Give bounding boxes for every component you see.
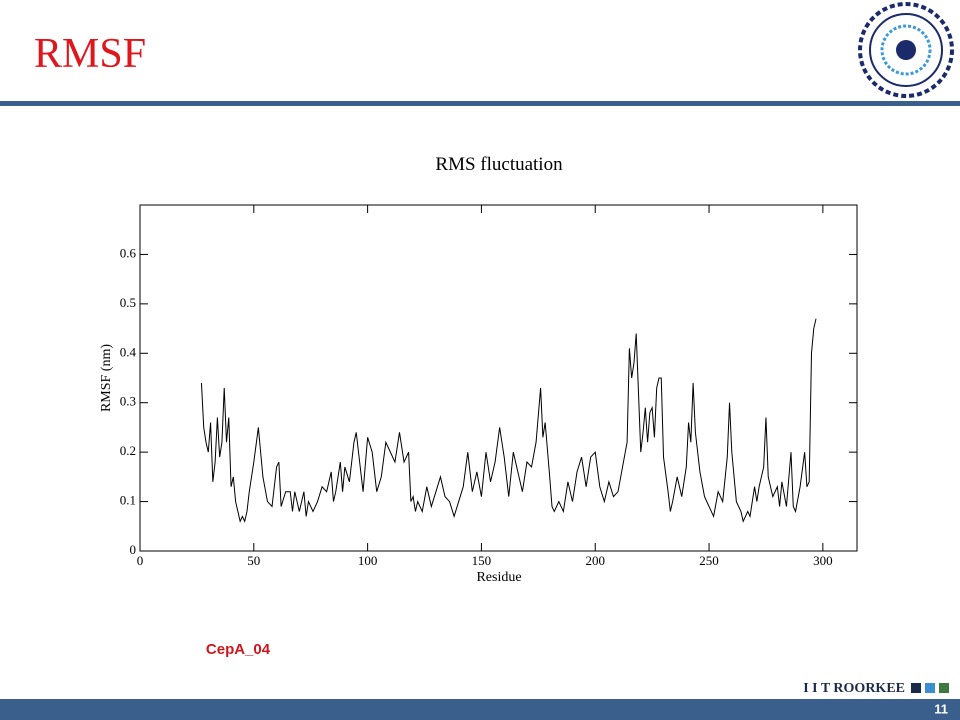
y-tick-label: 0.2 (120, 443, 136, 458)
y-tick-label: 0.6 (120, 245, 137, 260)
logo (858, 2, 954, 98)
page-number: 11 (934, 701, 948, 716)
header-rule (0, 101, 960, 106)
x-tick-label: 100 (358, 553, 378, 568)
x-tick-label: 300 (813, 553, 833, 568)
x-tick-label: 250 (699, 553, 719, 568)
rmsf-line (200, 318, 817, 523)
x-tick-label: 150 (472, 553, 492, 568)
y-tick-label: 0.4 (120, 344, 137, 359)
caption: CepA_04 (206, 641, 271, 658)
y-tick-label: 0.3 (120, 394, 136, 409)
slide-title: RMSF (34, 31, 146, 77)
y-tick-label: 0.5 (120, 295, 136, 310)
plot-frame (139, 204, 858, 552)
y-tick-label: 0 (130, 542, 137, 557)
y-tick-label: 0.1 (120, 493, 136, 508)
x-tick-label: 200 (585, 553, 605, 568)
chart-title: RMS fluctuation (435, 154, 563, 175)
x-axis-label: Residue (476, 570, 521, 585)
brand-square (939, 683, 949, 693)
footer-brand: I I T ROORKEE (803, 681, 905, 696)
y-axis-label: RMSF (nm) (99, 344, 114, 412)
brand-square (925, 683, 935, 693)
plot: 0 50 100 150 200 250 300 0 0.1 0.2 0.3 0.4 0.5 0.6 (120, 205, 857, 568)
brand-square (911, 683, 921, 693)
footer-bar (0, 699, 960, 720)
x-tick-label: 0 (137, 553, 144, 568)
x-tick-label: 50 (247, 553, 260, 568)
